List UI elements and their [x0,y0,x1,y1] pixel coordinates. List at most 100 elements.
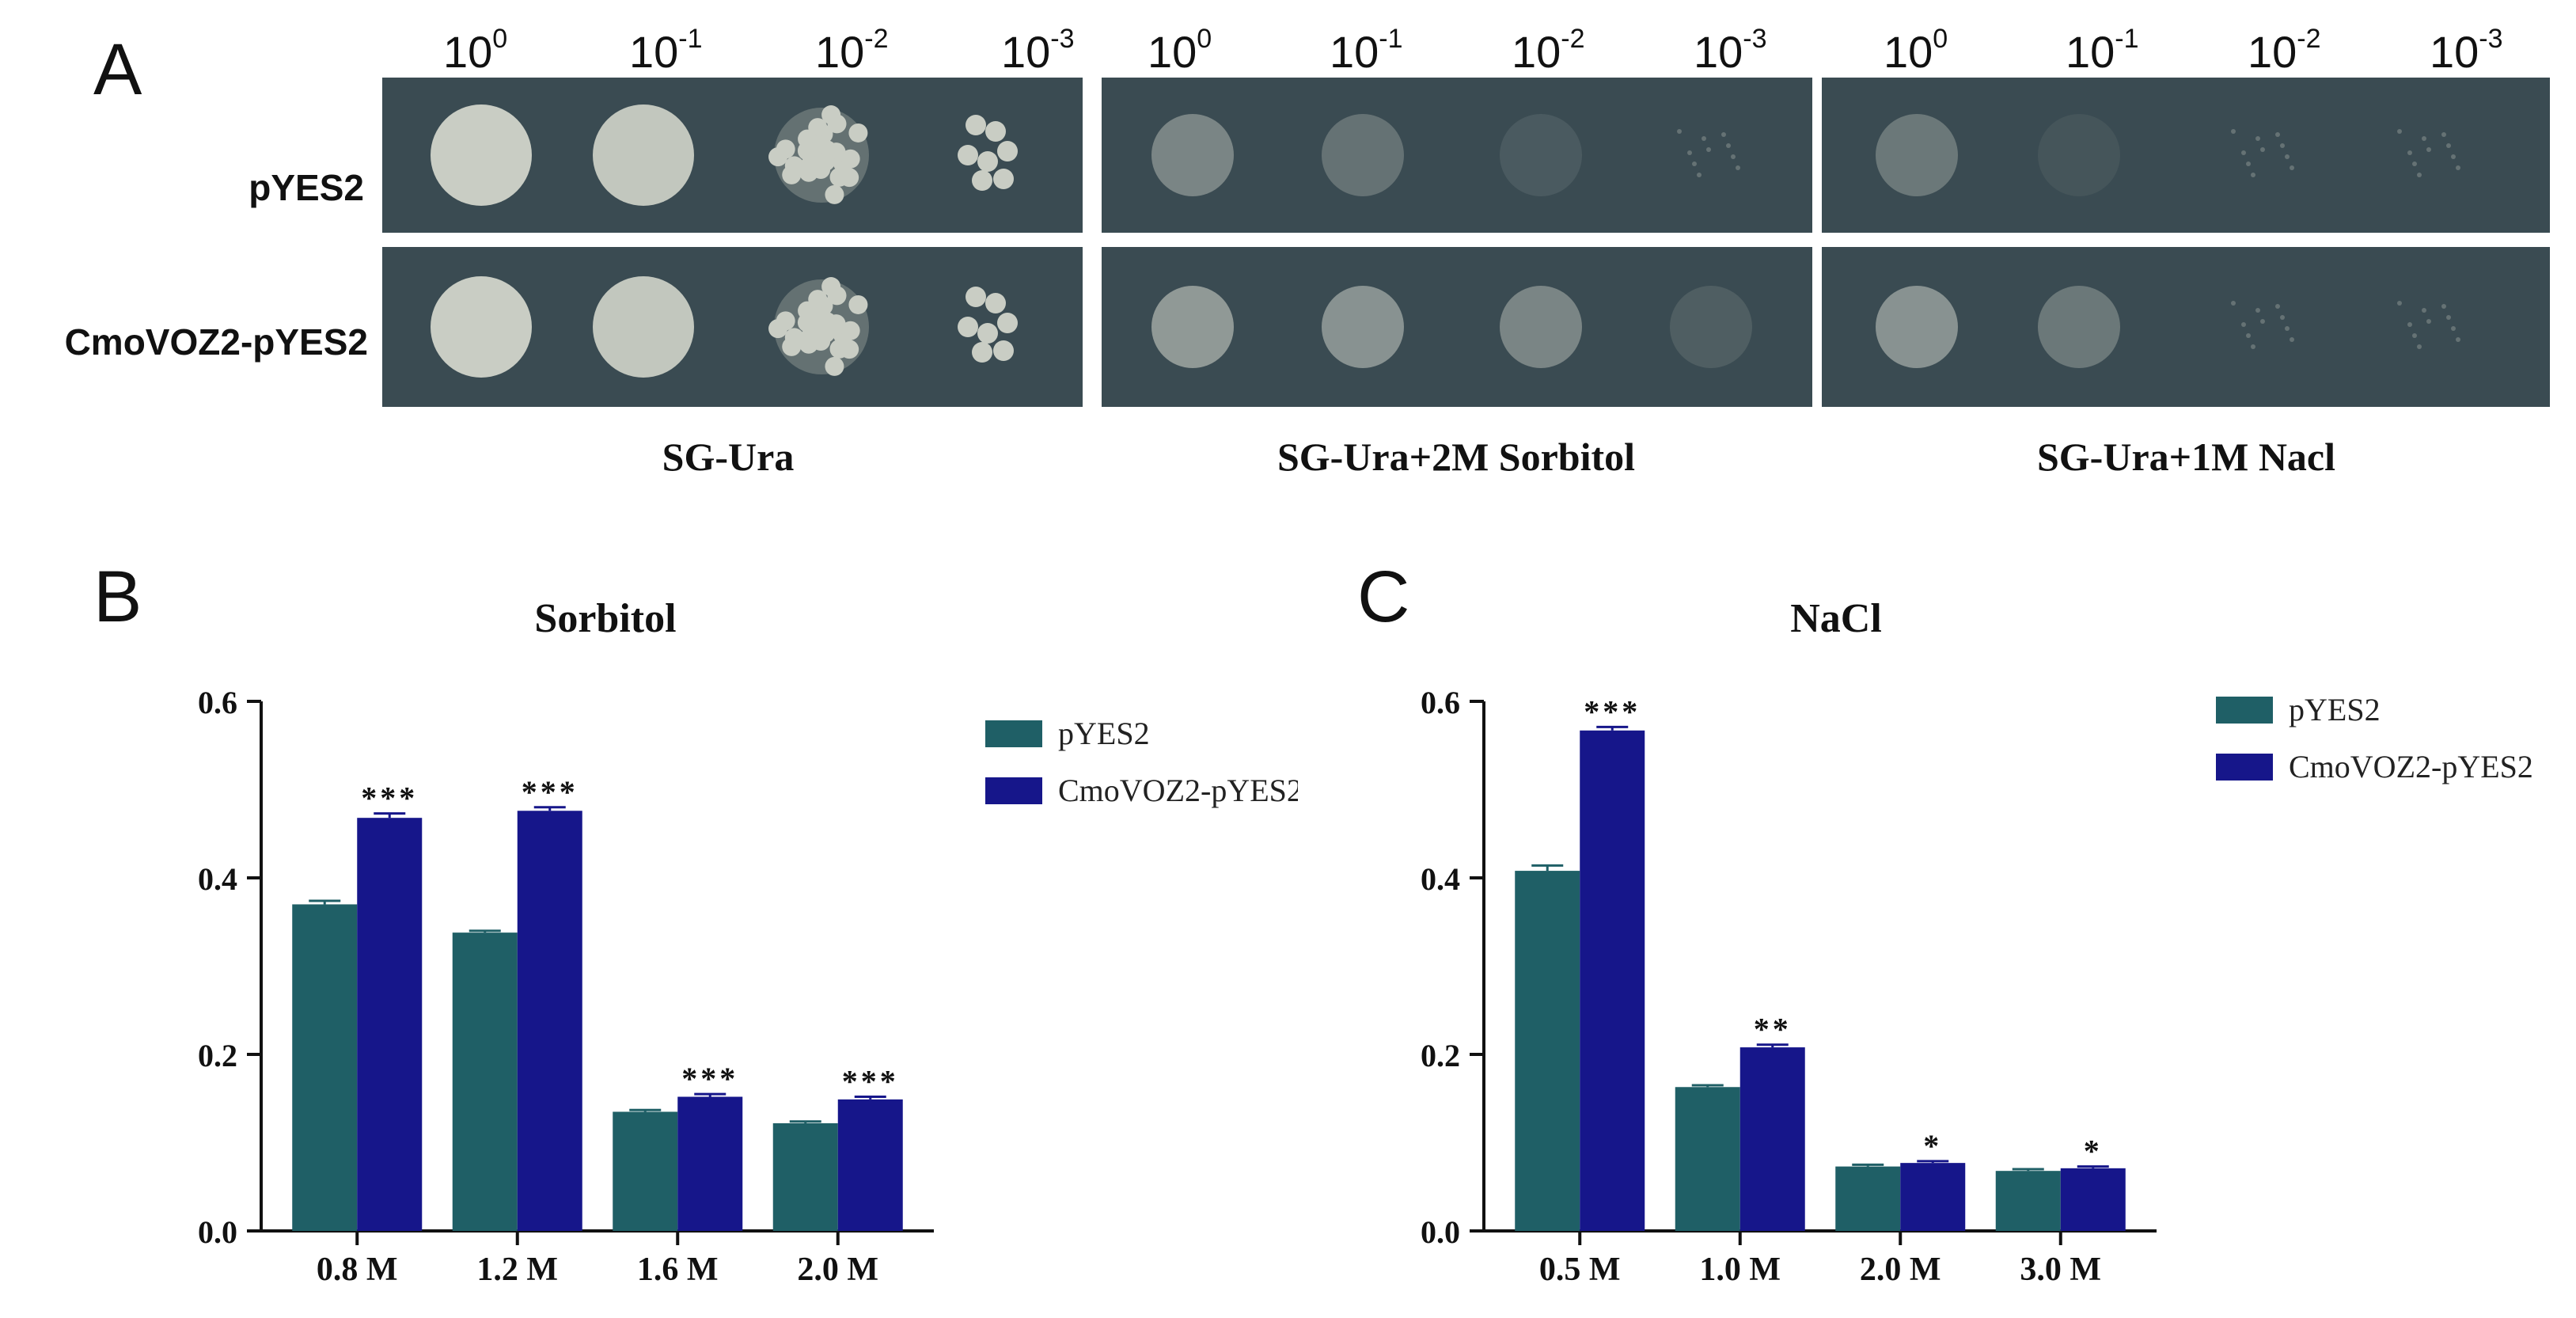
dilution-label: 10-2 [815,24,889,77]
colony-speck [2260,147,2265,152]
y-tick-label: 0.6 [198,685,237,720]
colony [848,294,868,314]
colony-speck [2280,143,2285,148]
chart-title: NaCl [1790,596,1882,641]
bar [1835,1166,1901,1231]
y-tick-label: 0.6 [1421,685,1460,720]
bar [1900,1163,1966,1231]
medium-label-sg-ura: SG-Ura [662,435,795,479]
legend-swatch [2216,754,2273,781]
colony-speck [2441,304,2446,309]
colony-speck [2422,308,2426,313]
colony-speck [2397,301,2402,306]
colony-speck [2285,326,2290,331]
colony [840,321,860,340]
colony [840,149,860,169]
colony-speck [2397,129,2402,134]
significance-marker: *** [681,1061,738,1096]
spot-plate [382,78,1083,233]
colony [972,170,992,191]
x-tick-label: 0.5 M [1539,1252,1621,1288]
bar [2060,1168,2126,1231]
colony-speck [2412,333,2417,338]
x-tick-label: 2.0 M [797,1252,878,1288]
colony-speck [2246,333,2251,338]
colony-speck [2451,154,2456,159]
x-tick-label: 1.0 M [1699,1252,1781,1288]
colony-speck [2426,147,2431,152]
colony [997,313,1018,333]
bar [772,1122,838,1231]
colony-spot [593,104,694,206]
chart-title: Sorbitol [534,596,676,641]
y-tick-label: 0.2 [1421,1038,1460,1073]
colony-speck [2255,308,2260,313]
dilution-label: 100 [443,24,508,77]
colony-speck [2446,315,2451,320]
colony-speck [1736,165,1740,170]
colony-speck [2290,165,2294,170]
colony [815,324,835,344]
colony-speck [2246,161,2251,166]
colony-speck [2275,132,2280,137]
spot-plate [382,247,1083,407]
row-label-cmovoz2: CmoVOZ2-pYES2 [64,321,368,363]
bar [837,1099,903,1231]
significance-marker: * [2084,1134,2103,1169]
colony-speck [2241,150,2246,155]
chart-sorbitol: Sorbitol 0.0 0.2 0.4 0.6 *** 0.8 M *** 1.2 M *** 1… [198,596,1298,1288]
spot-plate [1822,247,2550,407]
dilution-label: 100 [1884,24,1948,77]
colony-speck [1721,132,1726,137]
colony-speck [2251,173,2255,177]
colony-speck [2407,150,2412,155]
colony [815,152,835,172]
medium-label-nacl: SG-Ura+1M Nacl [2036,435,2336,479]
significance-marker: ** [1754,1012,1792,1047]
colony [977,151,998,172]
colony-speck [1692,161,1697,166]
spot-plate [1102,247,1812,407]
bar [292,904,358,1231]
colony [825,356,844,376]
bar [1739,1047,1805,1231]
colony-spot [1876,114,1958,196]
colony-speck [2446,143,2451,148]
significance-marker: *** [522,774,579,810]
colony-speck [2441,132,2446,137]
dilution-label: 10-2 [2248,24,2321,77]
colony-speck [2422,136,2426,141]
significance-marker: *** [361,781,418,816]
row-label-pyes2: pYES2 [248,167,364,208]
y-tick-label: 0.4 [1421,861,1460,897]
legend-label: pYES2 [2289,692,2381,727]
legend-swatch [2216,697,2273,724]
colony-spot [593,276,694,378]
bar [357,818,423,1231]
spot-plate [1102,78,1812,233]
colony-speck [2412,161,2417,166]
bar [1580,730,1645,1231]
colony-speck [2231,301,2236,306]
colony [985,293,1006,313]
colony [993,340,1014,361]
colony [972,342,992,363]
colony-speck [2417,173,2422,177]
colony [985,121,1006,142]
colony-speck [2231,129,2236,134]
colony-speck [2280,315,2285,320]
colony [782,336,802,356]
colony [768,319,788,339]
dilution-label: 10-1 [1330,24,1403,77]
bar [1515,871,1580,1231]
dilution-label: 10-3 [1001,24,1075,77]
colony-speck [1687,150,1692,155]
colony-speck [2417,344,2422,349]
colony [797,141,817,161]
bar [1675,1087,1740,1231]
y-tick-label: 0.2 [198,1038,237,1073]
x-tick-label: 2.0 M [1860,1252,1941,1288]
bar [613,1111,678,1231]
colony-spot [1500,114,1582,196]
colony-speck [1731,154,1736,159]
